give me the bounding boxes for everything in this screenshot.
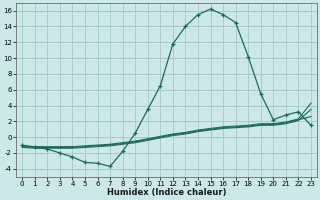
- X-axis label: Humidex (Indice chaleur): Humidex (Indice chaleur): [107, 188, 226, 197]
